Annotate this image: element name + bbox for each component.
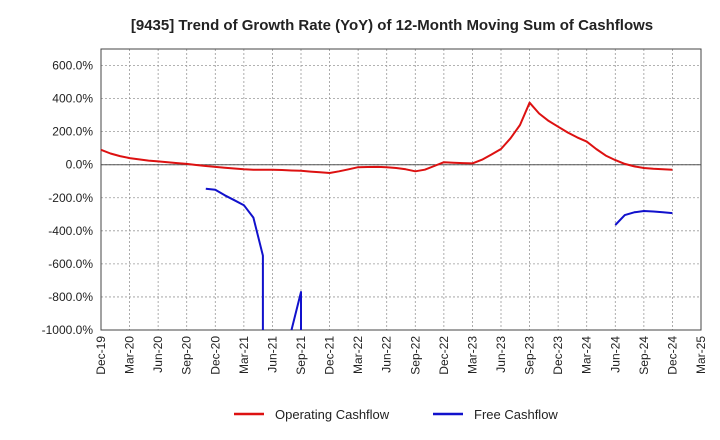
y-tick-label: 600.0% (52, 59, 93, 73)
x-tick-label: Sep-24 (637, 336, 651, 375)
y-tick-label: 400.0% (52, 92, 93, 106)
legend-label-operating-cashflow: Operating Cashflow (275, 407, 390, 422)
plot-border (100, 48, 702, 331)
legend: Operating Cashflow Free Cashflow (234, 407, 558, 422)
x-tick-label: Dec-22 (437, 336, 451, 375)
x-tick-label: Jun-22 (380, 336, 394, 373)
y-tick-label: -1000.0% (42, 323, 94, 337)
series-line-free-cashflow (205, 187, 673, 331)
x-axis-labels: Dec-19 Mar-20 Jun-20 Sep-20 Dec-20 Mar-21 Jun-… (94, 336, 708, 375)
x-tick-label: Sep-21 (294, 336, 308, 375)
x-tick-label: Jun-20 (151, 336, 165, 373)
y-tick-label: 0.0% (66, 158, 94, 172)
y-tick-label: 200.0% (52, 125, 93, 139)
x-tick-label: Jun-23 (494, 336, 508, 373)
x-tick-label: Jun-24 (608, 336, 622, 373)
y-tick-label: -800.0% (48, 290, 93, 304)
x-tick-label: Dec-20 (208, 336, 222, 375)
x-tick-label: Dec-19 (94, 336, 108, 375)
plot-area (101, 49, 701, 330)
legend-label-free-cashflow: Free Cashflow (474, 407, 558, 422)
series-lines (100, 101, 673, 331)
x-tick-label: Sep-22 (408, 336, 422, 375)
x-tick-label: Mar-24 (580, 336, 594, 374)
x-tick-label: Dec-21 (323, 336, 337, 375)
x-tick-label: Mar-20 (123, 336, 137, 374)
x-tick-label: Dec-24 (665, 336, 679, 375)
y-tick-label: -400.0% (48, 224, 93, 238)
x-tick-label: Mar-23 (465, 336, 479, 374)
x-tick-label: Dec-23 (551, 336, 565, 375)
series-line-operating-cashflow (100, 101, 673, 174)
x-tick-label: Mar-22 (351, 336, 365, 374)
x-tick-label: Sep-23 (523, 336, 537, 375)
chart-title: [9435] Trend of Growth Rate (YoY) of 12-… (131, 17, 653, 34)
x-tick-label: Jun-21 (265, 336, 279, 373)
y-tick-label: -200.0% (48, 191, 93, 205)
x-tick-label: Sep-20 (180, 336, 194, 375)
x-tick-label: Mar-25 (694, 336, 708, 374)
x-tick-label: Mar-21 (237, 336, 251, 374)
y-axis-labels: 600.0% 400.0% 200.0% 0.0% -200.0% -400.0% -600… (42, 59, 94, 337)
y-tick-label: -600.0% (48, 257, 93, 271)
